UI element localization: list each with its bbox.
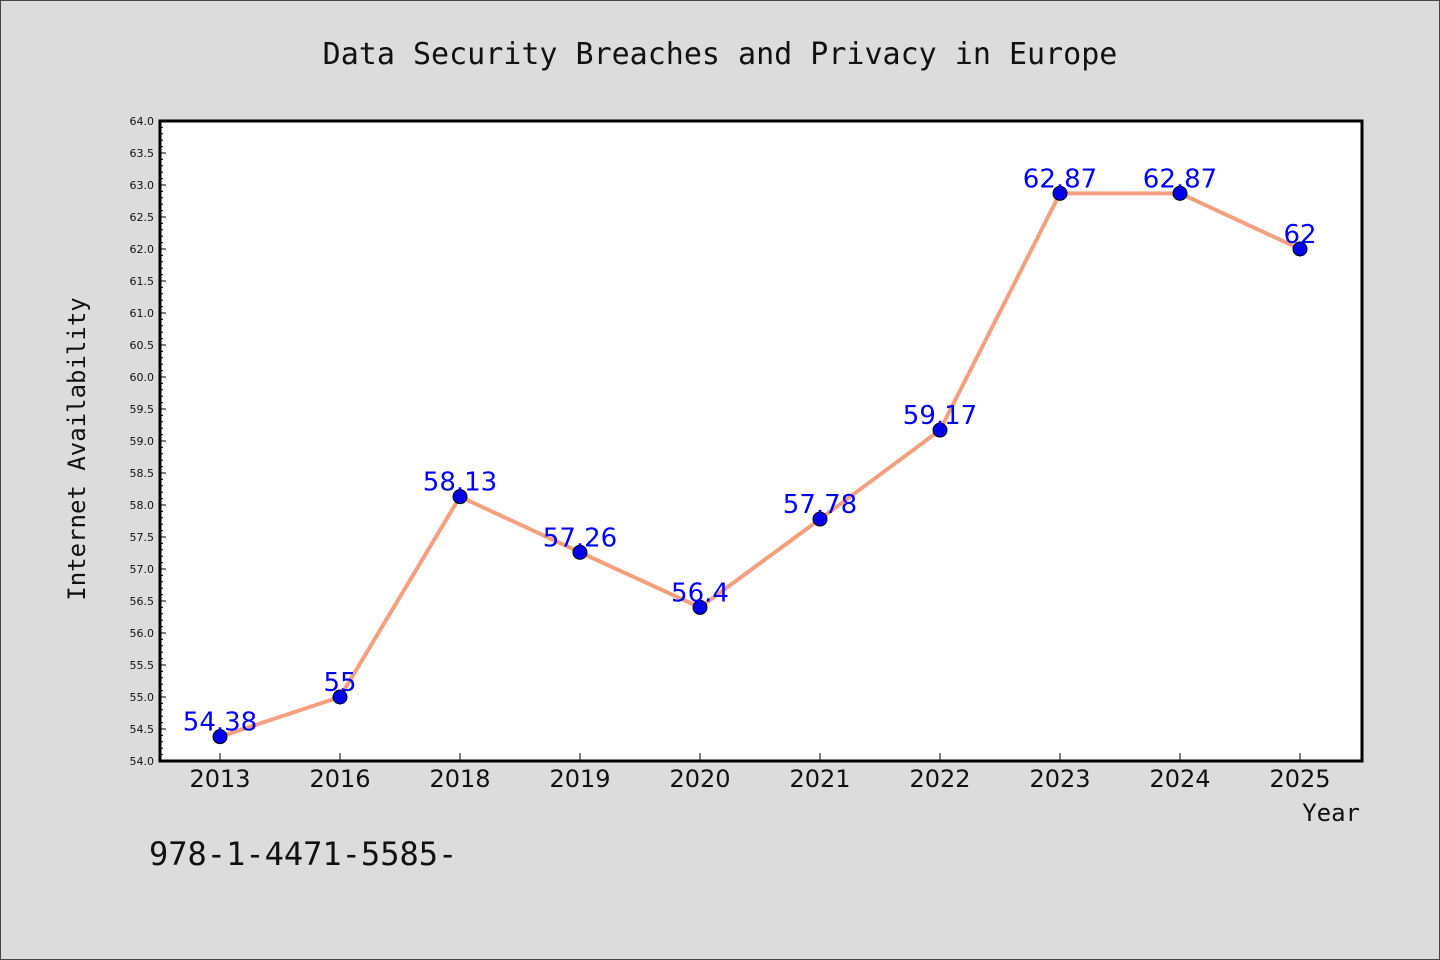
- y-tick-label: 59.5: [130, 403, 155, 416]
- data-point: [332, 689, 348, 705]
- y-tick-label: 57.0: [130, 563, 155, 576]
- y-tick-label: 60.5: [130, 339, 155, 352]
- x-tick-label: 2022: [909, 765, 970, 793]
- data-point: [452, 489, 468, 505]
- y-tick-label: 57.5: [130, 531, 155, 544]
- x-tick-label: 2019: [549, 765, 610, 793]
- y-tick-label: 62.5: [130, 211, 155, 224]
- y-tick-label: 59.0: [130, 435, 155, 448]
- y-tick-label: 56.5: [130, 595, 155, 608]
- x-tick-label: 2016: [309, 765, 370, 793]
- y-axis: 54.0 54.5 55.0 55.5 56.0 56.5 57.0 57.5 58.0 58.5…: [130, 115, 166, 768]
- data-point: [212, 729, 228, 745]
- x-axis-label: Year: [1302, 799, 1360, 827]
- data-label: 59.17: [903, 401, 977, 431]
- y-tick-label: 61.0: [130, 307, 155, 320]
- data-labels: 54.38 55 58.13 57.26 56.4 57.78 59.17 62.87 62.8…: [183, 164, 1317, 737]
- data-point: [1052, 185, 1068, 201]
- data-point: [1292, 241, 1308, 257]
- data-label: 62: [1283, 220, 1316, 250]
- y-tick-label: 60.0: [130, 371, 155, 384]
- data-point: [812, 511, 828, 527]
- y-tick-label: 56.0: [130, 627, 155, 640]
- data-point: [692, 599, 708, 615]
- data-point: [932, 422, 948, 438]
- x-tick-label: 2018: [429, 765, 490, 793]
- y-tick-label: 61.5: [130, 275, 155, 288]
- x-tick-label: 2020: [669, 765, 730, 793]
- data-label: 54.38: [183, 708, 257, 738]
- x-tick-label: 2025: [1269, 765, 1330, 793]
- x-tick-label: 2023: [1029, 765, 1090, 793]
- data-point: [1172, 185, 1188, 201]
- y-tick-label: 62.0: [130, 243, 155, 256]
- y-tick-label: 54.5: [130, 723, 155, 736]
- x-tick-label: 2013: [189, 765, 250, 793]
- data-label: 57.26: [543, 523, 617, 553]
- y-tick-label: 64.0: [130, 115, 155, 128]
- data-point: [572, 544, 588, 560]
- data-label: 55: [323, 668, 356, 698]
- data-label: 56.4: [671, 578, 729, 608]
- data-markers: [212, 185, 1308, 745]
- data-label: 57.78: [783, 490, 857, 520]
- data-label: 62.87: [1023, 164, 1097, 194]
- y-tick-label: 63.0: [130, 179, 155, 192]
- plot-area: [158, 119, 1364, 763]
- y-tick-label: 58.5: [130, 467, 155, 480]
- data-label: 58.13: [423, 468, 497, 498]
- x-axis: 2013 2016 2018 2019 2020 2021 2022 2023 2024 2025: [189, 753, 1331, 793]
- y-tick-label: 63.5: [130, 147, 155, 160]
- y-tick-label: 58.0: [130, 499, 155, 512]
- data-label: 62.87: [1143, 164, 1217, 194]
- footer-code: 978-1-4471-5585-: [149, 835, 457, 873]
- y-axis-label: Internet Availability: [63, 297, 91, 600]
- y-tick-label: 55.0: [130, 691, 155, 704]
- x-tick-label: 2021: [789, 765, 850, 793]
- y-tick-label: 55.5: [130, 659, 155, 672]
- x-tick-label: 2024: [1149, 765, 1210, 793]
- series-line: [219, 191, 1301, 739]
- chart-title: Data Security Breaches and Privacy in Eu…: [323, 37, 1118, 72]
- y-tick-label: 54.0: [130, 755, 155, 768]
